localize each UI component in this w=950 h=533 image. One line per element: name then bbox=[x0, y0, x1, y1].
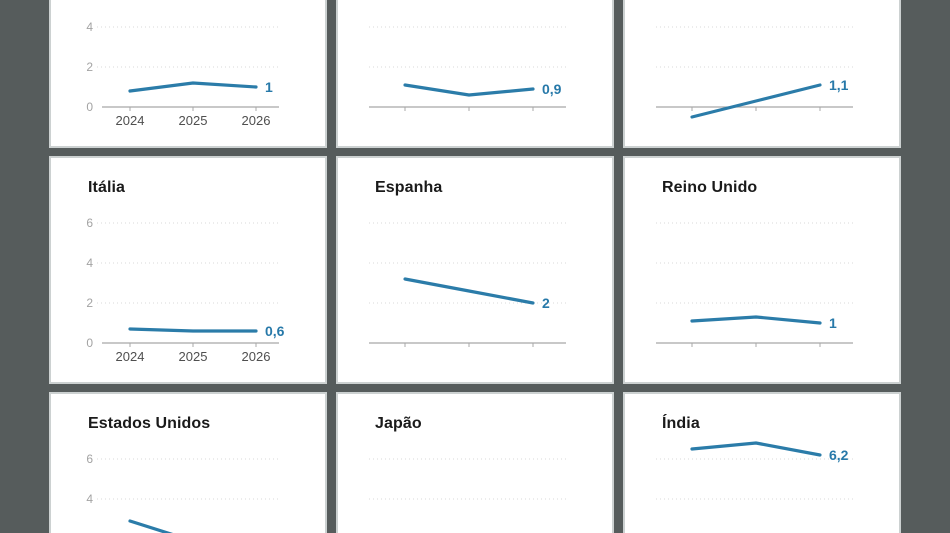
line-chart: 6,2 bbox=[656, 441, 853, 500]
y-tick-label: 0 bbox=[86, 100, 93, 114]
trend-line bbox=[128, 519, 174, 533]
line-chart: 02462024202520261 bbox=[86, 20, 279, 128]
trend-line bbox=[690, 441, 822, 457]
chart-title: Japão bbox=[375, 415, 422, 432]
chart-card-5: Reino Unido 1 bbox=[623, 156, 901, 384]
chart-title: Reino Unido bbox=[662, 179, 758, 196]
y-tick-label: 6 bbox=[86, 216, 93, 230]
x-tick-label: 2024 bbox=[116, 349, 145, 364]
line-chart: 1,1 bbox=[656, 26, 853, 119]
chart-card-2: 1,1 bbox=[623, 0, 901, 148]
x-tick-label: 2024 bbox=[116, 113, 145, 128]
chart-grid: 0 2 4 6 2024 2025 2026 1 0,9 1,1 Itália 0 2 4 6 202… bbox=[49, 0, 901, 533]
chart-card-3: Itália 0 2 4 6 2024 2025 2026 0,6 bbox=[49, 156, 327, 384]
chart-title: Estados Unidos bbox=[88, 415, 211, 432]
line-chart: 1 bbox=[656, 222, 853, 347]
y-tick-label: 6 bbox=[86, 452, 93, 466]
y-tick-label: 2 bbox=[86, 296, 93, 310]
y-tick-label: 4 bbox=[86, 20, 93, 34]
end-value-label: 1,1 bbox=[829, 77, 849, 93]
x-tick-label: 2025 bbox=[179, 349, 208, 364]
y-tick-label: 4 bbox=[86, 492, 93, 506]
line-chart: 0 2 4 6 2024 2025 2026 0,6 bbox=[86, 216, 285, 364]
chart-title: Itália bbox=[88, 179, 126, 196]
chart-title: Espanha bbox=[375, 179, 443, 196]
x-tick-label: 2026 bbox=[242, 113, 271, 128]
end-value-label: 0,9 bbox=[542, 81, 562, 97]
chart-card-7: Japão bbox=[336, 392, 614, 533]
trend-line bbox=[690, 83, 822, 119]
trend-line bbox=[403, 277, 535, 305]
chart-card-4: Espanha 2 bbox=[336, 156, 614, 384]
chart-card-8: Índia 6,2 bbox=[623, 392, 901, 533]
end-value-label: 1 bbox=[265, 79, 273, 95]
trend-line bbox=[128, 81, 258, 93]
x-tick-label: 2026 bbox=[242, 349, 271, 364]
end-value-label: 2 bbox=[542, 295, 550, 311]
chart-title: Índia bbox=[662, 415, 700, 432]
line-chart: 2 bbox=[369, 222, 566, 347]
y-tick-label: 2 bbox=[86, 60, 93, 74]
chart-card-1: 0,9 bbox=[336, 0, 614, 148]
trend-line bbox=[690, 315, 822, 325]
end-value-label: 1 bbox=[829, 315, 837, 331]
line-chart bbox=[369, 458, 566, 500]
y-tick-label: 4 bbox=[86, 256, 93, 270]
y-tick-label: 0 bbox=[86, 336, 93, 350]
end-value-label: 0,6 bbox=[265, 323, 285, 339]
trend-line bbox=[128, 327, 258, 333]
line-chart: 0,9 bbox=[369, 26, 566, 111]
end-value-label: 6,2 bbox=[829, 447, 849, 463]
trend-line bbox=[403, 83, 535, 97]
chart-card-0: 02462024202520261 bbox=[49, 0, 327, 148]
x-tick-label: 2025 bbox=[179, 113, 208, 128]
